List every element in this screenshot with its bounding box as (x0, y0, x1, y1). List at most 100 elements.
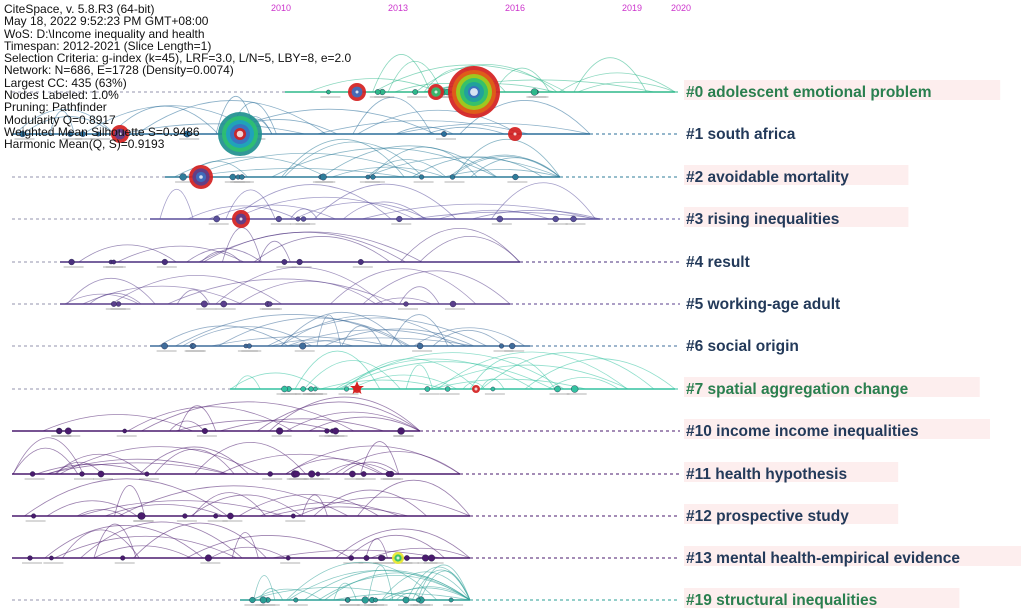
citation-arc (490, 182, 596, 220)
reference-node (220, 300, 228, 308)
reference-node (552, 215, 559, 223)
summary-line: Nodes Labeled: 1.0% (4, 88, 119, 103)
cluster-label-2: #2 avoidable mortality (686, 169, 849, 186)
reference-node (49, 555, 54, 561)
summary-line: Selection Criteria: g-index (k=45), LRF=… (4, 51, 352, 66)
summary-line: Network: N=686, E=1728 (Density=0.0074) (4, 63, 234, 78)
reference-node (179, 173, 187, 181)
citation-arc (136, 100, 326, 135)
burst-star-marker (350, 381, 364, 394)
citation-arc (238, 280, 377, 305)
reference-node (357, 259, 364, 265)
citation-arc (316, 314, 342, 347)
reference-node (161, 342, 168, 350)
reference-node (312, 386, 318, 392)
reference-node (374, 89, 381, 95)
reference-node (120, 555, 126, 561)
cluster-label-highlight (684, 80, 1001, 100)
cluster-label-highlight (684, 207, 909, 227)
reference-node (290, 513, 296, 519)
reference-node (490, 386, 496, 392)
summary-line: Harmonic Mean(Q, S)=0.9193 (4, 137, 165, 152)
reference-node (293, 597, 299, 603)
reference-node (111, 259, 117, 265)
citation-arc (451, 155, 561, 178)
reference-node (449, 300, 457, 308)
citation-arc (252, 588, 323, 601)
citation-arc (470, 157, 561, 178)
cluster-lane-9: #11 health hypothesis (12, 437, 899, 483)
citation-arc (365, 156, 561, 178)
summary-line: Weighted Mean Silhouette S=0.9486 (4, 124, 200, 139)
citation-arc (232, 184, 392, 220)
reference-node (404, 555, 410, 561)
reference-node (295, 216, 301, 222)
reference-node (200, 300, 208, 308)
citation-arc (286, 329, 467, 347)
citation-arc (230, 372, 321, 390)
citation-arc (234, 375, 261, 390)
cluster-label-highlight (684, 419, 990, 439)
reference-node (397, 427, 405, 435)
reference-node (300, 216, 307, 222)
reference-node (444, 386, 451, 392)
citation-arc (437, 351, 628, 390)
citation-arc (317, 120, 529, 135)
citation-arc (351, 374, 457, 390)
cluster-lane-7: #7 spatial aggregation change (12, 350, 980, 398)
cluster-lane-2: #2 avoidable mortality (12, 138, 909, 186)
highly-cited-node (348, 83, 366, 101)
reference-node (570, 215, 577, 223)
reference-node (361, 596, 369, 604)
summary-line: CiteSpace, v. 5.8.R3 (64-bit) (4, 2, 155, 16)
citation-arc (365, 538, 388, 559)
citation-arc (462, 382, 486, 390)
cluster-label-1: #1 south africa (686, 126, 796, 143)
citation-arc (238, 494, 379, 517)
citation-arc (361, 203, 595, 220)
highly-cited-node (111, 125, 129, 143)
citation-arc (257, 401, 421, 432)
cluster-label-10: #12 prospective study (686, 508, 849, 525)
citation-arc (399, 286, 440, 305)
cluster-label-11: #13 mental health-empirical evidence (686, 550, 960, 567)
citation-arc (219, 453, 381, 475)
citation-arc (340, 352, 565, 390)
citation-arc (283, 141, 424, 178)
reference-node (373, 597, 378, 603)
node-core (236, 130, 244, 138)
reference-node (299, 342, 307, 350)
citation-arc (192, 492, 266, 517)
citation-arc (411, 569, 471, 601)
citation-arc (175, 419, 335, 432)
citation-arc (111, 274, 282, 305)
network-summary-panel: CiteSpace, v. 5.8.R3 (64-bit) May 18, 202… (4, 2, 352, 152)
citation-arc (362, 270, 511, 305)
citation-arc (337, 361, 553, 390)
citation-arc (76, 509, 125, 517)
citation-arc (352, 97, 432, 135)
cluster-lane-5: #5 working-age adult (12, 267, 840, 313)
citation-arc (269, 396, 421, 432)
cluster-lane-4: #4 result (12, 227, 750, 271)
citation-arc (176, 289, 211, 305)
cluster-lane-3: #3 rising inequalities (12, 182, 909, 228)
citation-arc (341, 461, 400, 475)
reference-node (396, 215, 403, 223)
cluster-label-6: #6 social origin (686, 338, 799, 355)
citation-arc (577, 81, 676, 93)
reference-node (530, 88, 539, 96)
reference-node (416, 342, 424, 350)
cluster-label-5: #5 working-age adult (686, 296, 840, 313)
reference-node (110, 301, 117, 307)
year-label-2020: 2020 (671, 3, 691, 13)
citation-arc (372, 54, 431, 93)
cluster-label-0: #0 adolescent emotional problem (686, 84, 931, 101)
reference-node (315, 471, 321, 477)
reference-node (441, 131, 447, 137)
citation-arc (419, 235, 521, 263)
citation-arc (331, 166, 445, 178)
citation-arc (301, 494, 328, 517)
reference-node (324, 428, 330, 434)
citation-arc (49, 110, 75, 135)
